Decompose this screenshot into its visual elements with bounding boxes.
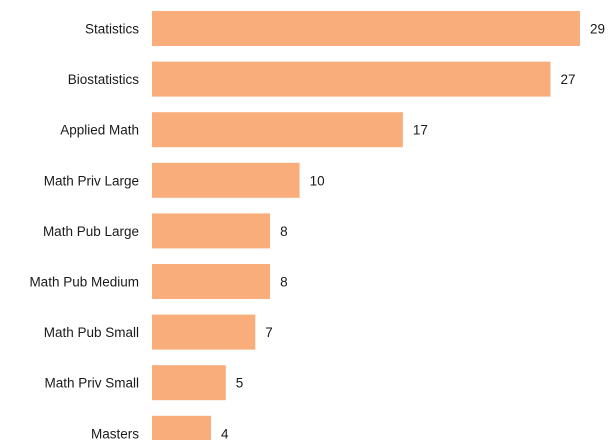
value-label-math-priv-small: 5 [236,376,244,391]
bar-math-pub-small [152,314,256,350]
category-label-statistics: Statistics [85,22,139,37]
value-label-math-pub-medium: 8 [280,275,288,290]
category-label-math-pub-medium: Math Pub Medium [29,275,139,290]
bar-applied-math [152,112,403,148]
value-label-math-pub-small: 7 [265,325,273,340]
value-label-biostatistics: 27 [560,72,575,87]
category-label-biostatistics: Biostatistics [68,72,140,87]
category-label-masters: Masters [91,426,139,440]
bar-biostatistics [152,61,551,97]
bar-masters [152,415,212,440]
value-label-statistics: 29 [590,22,605,37]
bar-statistics [152,11,580,46]
value-label-math-priv-large: 10 [310,173,325,188]
bar-math-priv-small [152,365,226,401]
bar-math-priv-large [152,162,300,198]
value-label-masters: 4 [221,426,229,440]
category-label-applied-math: Applied Math [60,123,139,138]
value-labels-group: 29 27 17 10 8 8 7 5 4 [221,22,605,440]
category-labels-group: Statistics Biostatistics Applied Math Math … [29,22,139,440]
category-label-math-pub-small: Math Pub Small [44,325,139,340]
bar-math-pub-medium [152,264,271,299]
bar-math-pub-large [152,213,271,249]
category-label-math-priv-small: Math Priv Small [44,376,139,391]
value-label-applied-math: 17 [413,123,428,138]
bars-group [152,11,580,440]
category-label-math-priv-large: Math Priv Large [44,173,139,188]
category-label-math-pub-large: Math Pub Large [43,224,139,239]
value-label-math-pub-large: 8 [280,224,288,239]
